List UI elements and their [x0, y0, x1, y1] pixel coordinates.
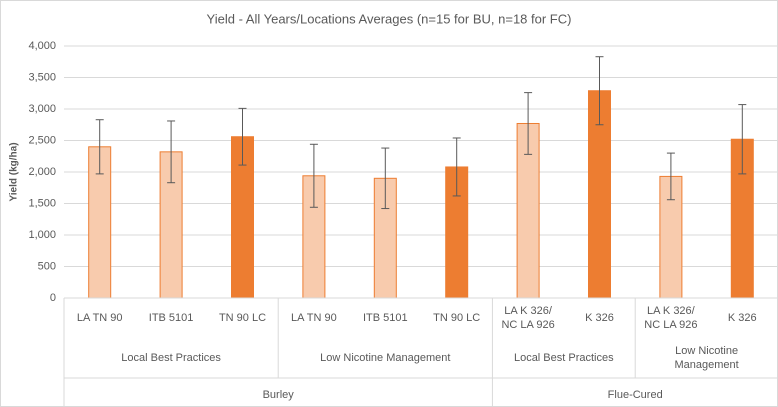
group-label: Low Nicotine Management — [674, 345, 739, 371]
x-tick-label: LA TN 90 — [76, 312, 123, 324]
y-axis-title: Yield (kg/ha) — [9, 142, 20, 201]
y-tick-label: 0 — [50, 292, 56, 304]
group-label: Low Nicotine Management — [320, 352, 451, 364]
y-tick-label: 500 — [38, 260, 56, 272]
y-tick-label: 4,000 — [28, 40, 56, 52]
y-tick-label: 3,500 — [28, 71, 56, 83]
x-tick-label: LA K 326/ NC LA 926 — [644, 305, 698, 331]
x-tick-label: LA TN 90 — [291, 312, 337, 324]
x-tick-label: ITB 5101 — [362, 312, 408, 324]
y-tick-label: 2,500 — [28, 134, 56, 146]
chart-title: Yield - All Years/Locations Averages (n=… — [207, 11, 572, 26]
x-tick-label: TN 90 LC — [218, 312, 267, 324]
y-tick-label: 3,000 — [28, 103, 56, 115]
supergroup-label: Flue-Cured — [607, 389, 663, 401]
x-tick-label: LA K 326/ NC LA 926 — [501, 305, 555, 331]
group-label: Local Best Practices — [121, 352, 221, 364]
y-tick-label: 1,500 — [28, 197, 56, 209]
x-tick-label: K 326 — [727, 312, 757, 324]
x-tick-label: ITB 5101 — [148, 312, 194, 324]
group-label: Local Best Practices — [513, 352, 614, 364]
x-tick-label: K 326 — [585, 312, 614, 324]
supergroup-label: Burley — [262, 389, 294, 401]
y-tick-label: 1,000 — [28, 229, 56, 241]
x-tick-label: TN 90 LC — [433, 312, 481, 324]
y-tick-label: 2,000 — [28, 166, 56, 178]
